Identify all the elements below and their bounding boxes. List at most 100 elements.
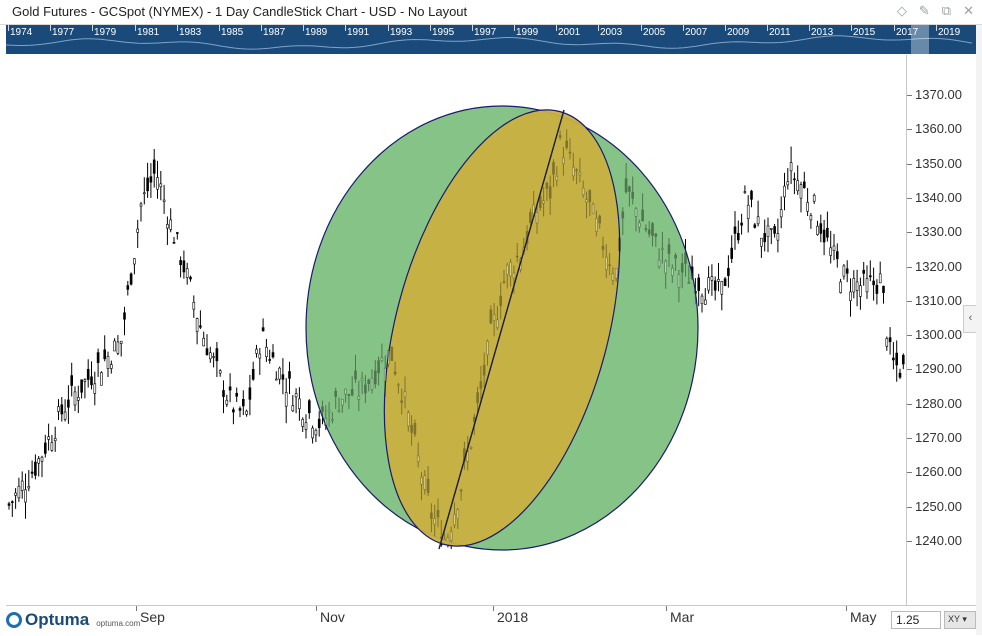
candle-body	[538, 195, 542, 208]
candle-body	[892, 357, 895, 361]
candle-body	[340, 398, 344, 406]
candle-body	[70, 375, 73, 386]
diamond-icon[interactable]: ◇	[896, 3, 907, 18]
candle-body	[291, 405, 295, 412]
candle-body	[512, 272, 516, 279]
candle-body	[502, 281, 506, 283]
candle-body	[373, 370, 377, 385]
sphere-diameter-line[interactable]	[438, 109, 565, 550]
xy-button[interactable]: XY ▾	[944, 611, 976, 629]
candle-body	[812, 195, 816, 202]
candle-body	[370, 377, 374, 390]
logo-icon	[6, 612, 22, 628]
candle-body	[166, 224, 169, 229]
logo-subtext: optuma.com	[96, 618, 141, 628]
pin-icon[interactable]: ✎	[918, 3, 930, 18]
candle-body	[77, 397, 80, 401]
candle-body	[294, 393, 298, 398]
timeline-selection[interactable]	[911, 25, 929, 54]
candle-body	[60, 404, 64, 415]
candle-body	[535, 212, 539, 224]
candle-body	[687, 282, 691, 284]
candle-body	[420, 477, 423, 485]
y-tick-mark	[907, 95, 912, 96]
candle-body	[96, 352, 100, 363]
candle-body	[14, 492, 17, 496]
candle-body	[760, 237, 763, 247]
timeline-tick	[767, 25, 768, 31]
candle-body	[136, 228, 139, 233]
candle-body	[159, 183, 163, 188]
timeline-year: 2019	[938, 27, 961, 38]
candle-body	[129, 273, 133, 285]
candle-body	[156, 177, 159, 190]
candle-body	[717, 279, 720, 282]
candle-body	[228, 386, 232, 391]
overview-timeline[interactable]: 1974 1977 1979 1981 1983 1985 1987 1989 1991 1993…	[6, 25, 976, 54]
y-tick-label: 1240.00	[915, 532, 962, 548]
candle-body	[354, 370, 357, 380]
candle-body	[647, 229, 651, 235]
y-tick-label: 1320.00	[915, 258, 962, 274]
candle-body	[143, 192, 146, 195]
candle-body	[268, 359, 272, 361]
timeline-tick	[514, 25, 515, 31]
candle-body	[383, 367, 387, 382]
y-tick-label: 1360.00	[915, 121, 962, 137]
candle-body	[274, 378, 278, 381]
optuma-logo: Optuma optuma.com	[6, 610, 140, 630]
timeline-tick	[388, 25, 389, 31]
candlestick-chart[interactable]	[6, 55, 906, 605]
candle-body	[604, 256, 608, 270]
candle-body	[542, 200, 545, 204]
candle-body	[80, 379, 83, 393]
candle-body	[63, 411, 67, 420]
candle-body	[176, 232, 179, 234]
candle-body	[406, 412, 410, 427]
candle-body	[565, 140, 569, 148]
candle-body	[24, 489, 27, 503]
scroll-strip[interactable]	[976, 25, 982, 635]
candle-body	[743, 191, 747, 193]
zoom-input[interactable]: 1.25	[891, 611, 941, 629]
chart-area[interactable]	[6, 55, 906, 605]
candle-body	[30, 471, 34, 474]
candle-body	[433, 518, 437, 525]
candle-body	[634, 208, 638, 217]
timeline-year: 1977	[52, 27, 75, 38]
candle-body	[799, 184, 803, 199]
xy-label: XY	[948, 614, 960, 624]
candle-body	[585, 199, 588, 203]
y-tick-mark	[907, 197, 912, 199]
candle-body	[733, 226, 737, 234]
candle-body	[595, 218, 598, 232]
x-axis: Optuma optuma.com 1.25 XY ▾ Sep Nov 2018 Ma…	[6, 605, 976, 636]
candle-body	[766, 225, 770, 238]
candle-body	[859, 285, 862, 297]
candle-body	[862, 269, 866, 274]
title-bar: Gold Futures - GCSpot (NYMEX) - 1 Day Ca…	[0, 0, 982, 25]
candle-body	[350, 389, 354, 396]
candle-body	[657, 259, 661, 268]
candle-body	[242, 399, 245, 407]
candle-body	[146, 177, 149, 192]
candle-body	[288, 371, 291, 379]
candle-body	[796, 180, 800, 192]
restore-icon[interactable]: ⧉	[941, 3, 952, 18]
logo-text: Optuma	[25, 610, 90, 629]
timeline-year: 1991	[347, 27, 370, 38]
x-tick-label: May	[850, 609, 877, 625]
timeline-year: 2007	[685, 27, 708, 38]
candle-body	[822, 229, 826, 243]
close-icon[interactable]: ✕	[963, 3, 974, 18]
candle-body	[110, 364, 113, 369]
timeline-tick	[219, 25, 220, 31]
candle-body	[591, 204, 595, 214]
candle-body	[298, 398, 301, 409]
x-tick-mark	[666, 606, 667, 611]
candle-body	[885, 338, 889, 347]
candle-body	[802, 181, 806, 188]
candle-body	[11, 501, 14, 503]
candle-body	[40, 456, 44, 462]
candle-body	[126, 285, 130, 290]
